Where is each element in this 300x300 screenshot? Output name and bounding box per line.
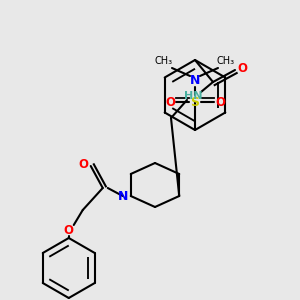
Text: CH₃: CH₃ bbox=[217, 56, 235, 66]
Text: HN: HN bbox=[184, 91, 202, 101]
Text: N: N bbox=[190, 74, 200, 86]
Text: O: O bbox=[64, 224, 74, 236]
Text: N: N bbox=[118, 190, 128, 202]
Text: CH₃: CH₃ bbox=[155, 56, 173, 66]
Text: O: O bbox=[79, 158, 89, 170]
Text: O: O bbox=[215, 95, 225, 109]
Text: S: S bbox=[190, 95, 200, 109]
Text: O: O bbox=[237, 61, 247, 74]
Text: O: O bbox=[165, 95, 175, 109]
